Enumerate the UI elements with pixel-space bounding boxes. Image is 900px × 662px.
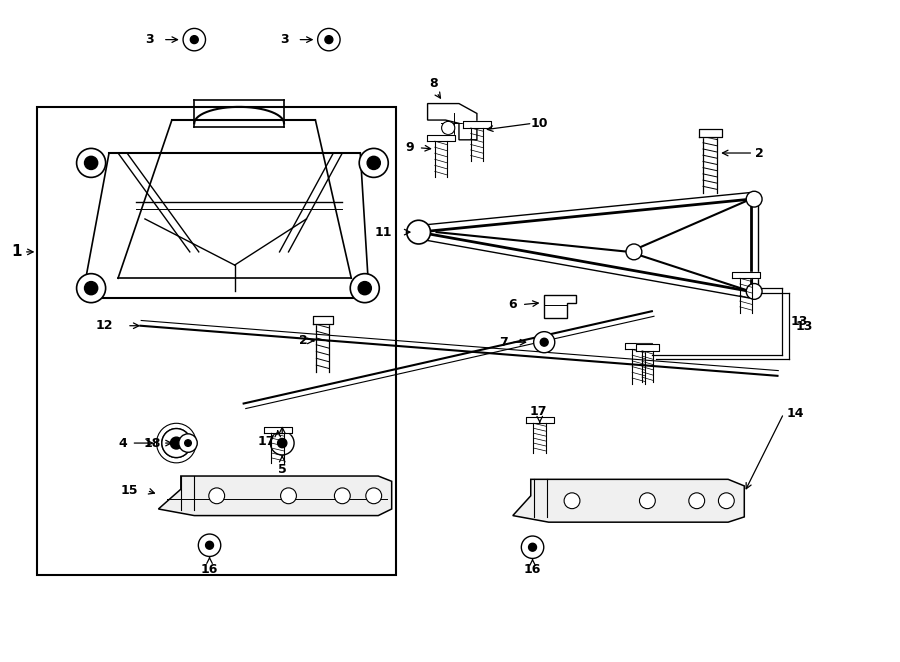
Circle shape <box>367 156 381 169</box>
Text: 3: 3 <box>145 33 154 46</box>
Circle shape <box>170 437 183 449</box>
Circle shape <box>184 440 192 446</box>
Text: 18: 18 <box>144 436 161 449</box>
Circle shape <box>407 220 430 244</box>
Text: 15: 15 <box>121 484 138 497</box>
Circle shape <box>540 338 548 346</box>
Circle shape <box>442 121 454 134</box>
Circle shape <box>162 428 191 457</box>
Polygon shape <box>158 476 392 516</box>
Circle shape <box>179 434 197 452</box>
Polygon shape <box>464 121 490 128</box>
Circle shape <box>688 493 705 508</box>
Text: 9: 9 <box>405 141 414 154</box>
Circle shape <box>318 28 340 51</box>
Circle shape <box>325 36 333 44</box>
Circle shape <box>528 544 536 551</box>
Polygon shape <box>625 343 652 350</box>
Circle shape <box>85 281 98 295</box>
Polygon shape <box>733 271 760 278</box>
Circle shape <box>205 542 213 549</box>
Polygon shape <box>526 416 554 423</box>
Circle shape <box>76 273 105 303</box>
Text: 2: 2 <box>755 146 764 160</box>
Circle shape <box>359 148 388 177</box>
Polygon shape <box>513 479 744 522</box>
Text: 14: 14 <box>787 407 804 420</box>
Circle shape <box>564 493 580 508</box>
Circle shape <box>170 437 183 449</box>
Text: 1: 1 <box>12 244 22 260</box>
Bar <box>37 107 396 575</box>
Text: 13: 13 <box>791 315 808 328</box>
Circle shape <box>198 534 220 557</box>
Text: 5: 5 <box>278 463 286 476</box>
Circle shape <box>76 148 105 177</box>
Text: 2: 2 <box>300 334 308 348</box>
Polygon shape <box>264 426 292 433</box>
Circle shape <box>350 273 379 303</box>
Text: 4: 4 <box>118 436 127 449</box>
Text: 16: 16 <box>201 563 218 576</box>
Text: 10: 10 <box>531 117 548 130</box>
Circle shape <box>640 493 655 508</box>
Polygon shape <box>428 103 477 140</box>
Circle shape <box>281 488 296 504</box>
Circle shape <box>358 281 372 295</box>
Circle shape <box>718 493 734 508</box>
Circle shape <box>365 488 382 504</box>
Circle shape <box>270 431 294 455</box>
Polygon shape <box>544 295 576 318</box>
Text: 7: 7 <box>500 336 508 349</box>
Circle shape <box>157 423 196 463</box>
Circle shape <box>162 428 191 457</box>
Circle shape <box>335 488 350 504</box>
Polygon shape <box>428 134 454 141</box>
Text: 12: 12 <box>96 319 113 332</box>
Circle shape <box>85 156 98 169</box>
Text: 11: 11 <box>374 226 392 238</box>
Circle shape <box>746 283 762 299</box>
Text: 17: 17 <box>529 405 546 418</box>
Circle shape <box>190 36 198 44</box>
Polygon shape <box>635 344 659 351</box>
Polygon shape <box>698 128 722 136</box>
Text: 16: 16 <box>524 563 541 576</box>
Circle shape <box>277 438 287 448</box>
Circle shape <box>534 332 554 353</box>
Circle shape <box>183 28 205 51</box>
Circle shape <box>521 536 544 559</box>
Text: 17: 17 <box>257 435 274 448</box>
Text: 6: 6 <box>508 298 518 311</box>
Circle shape <box>746 191 762 207</box>
Polygon shape <box>312 316 333 324</box>
Text: 3: 3 <box>280 33 288 46</box>
Text: 13: 13 <box>796 320 813 333</box>
Text: 8: 8 <box>429 77 438 90</box>
Circle shape <box>626 244 642 260</box>
Circle shape <box>209 488 225 504</box>
